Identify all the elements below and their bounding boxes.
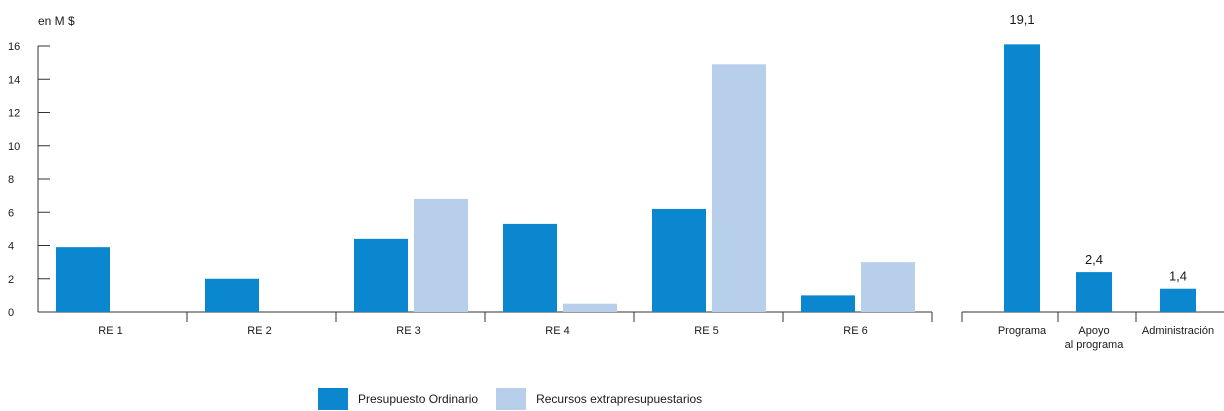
bar-re6-s2	[861, 262, 915, 312]
legend-swatch-extra	[496, 388, 527, 410]
x-label-re4: RE 4	[545, 325, 569, 337]
y-tick-label-10: 10	[8, 141, 20, 153]
data-label-administración: 1,4	[1169, 269, 1187, 284]
legend-swatch-ordinario	[318, 388, 348, 410]
bar-charts: 0 2 4 6 8 10 12 14 16 RE 1 RE 2 RE 3 RE 4 RE 5 RE 6 19,…	[8, 12, 1224, 351]
bar-re1-s1	[56, 247, 110, 312]
y-tick-label-16: 16	[8, 41, 20, 53]
x-label-apoyo-line2: al programa	[1065, 339, 1125, 351]
legend-item-ordinario: Presupuesto Ordinario	[318, 388, 478, 410]
legend-label-extra: Recursos extrapresupuestarios	[536, 392, 703, 406]
data-label-apoyo: 2,4	[1085, 252, 1103, 267]
legend: Presupuesto Ordinario Recursos extrapres…	[318, 388, 720, 410]
bar-re2-s1	[205, 278, 259, 312]
bar-re5-s2	[712, 64, 766, 312]
y-tick-label-0: 0	[8, 307, 14, 319]
y-tick-label-14: 14	[8, 74, 20, 86]
y-tick-label-4: 4	[8, 241, 14, 253]
x-label-re2: RE 2	[247, 325, 271, 337]
bar-re4-s2	[563, 303, 617, 312]
x-label-apoyo: Apoyo	[1078, 325, 1109, 337]
bar-re3-s2	[414, 198, 468, 312]
x-label-re5: RE 5	[694, 325, 718, 337]
data-label-programa: 19,1	[1009, 12, 1034, 27]
y-tick-label-2: 2	[8, 274, 14, 286]
bar-re6-s1	[801, 295, 855, 312]
x-label-re1: RE 1	[98, 325, 122, 337]
y-axis-unit-label: en M $	[38, 14, 75, 28]
bar-re5-s1	[652, 208, 706, 312]
legend-label-ordinario: Presupuesto Ordinario	[358, 392, 479, 406]
bar-re3-s1	[354, 238, 408, 312]
bar-administración	[1160, 288, 1196, 312]
bar-re4-s1	[503, 223, 557, 312]
x-label-programa: Programa	[998, 325, 1047, 337]
y-tick-label-8: 8	[8, 174, 14, 186]
y-tick-label-12: 12	[8, 108, 20, 120]
x-label-administración: Administración	[1142, 325, 1214, 337]
x-label-re3: RE 3	[396, 325, 420, 337]
y-tick-label-6: 6	[8, 207, 14, 219]
bar-apoyo	[1076, 272, 1112, 312]
bar-programa	[1004, 44, 1040, 313]
legend-item-extra: Recursos extrapresupuestarios	[496, 388, 702, 410]
x-label-re6: RE 6	[843, 325, 867, 337]
